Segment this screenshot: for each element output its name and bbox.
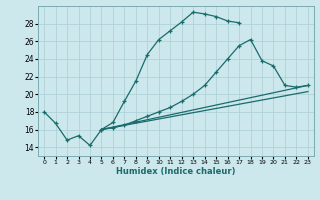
- X-axis label: Humidex (Indice chaleur): Humidex (Indice chaleur): [116, 167, 236, 176]
